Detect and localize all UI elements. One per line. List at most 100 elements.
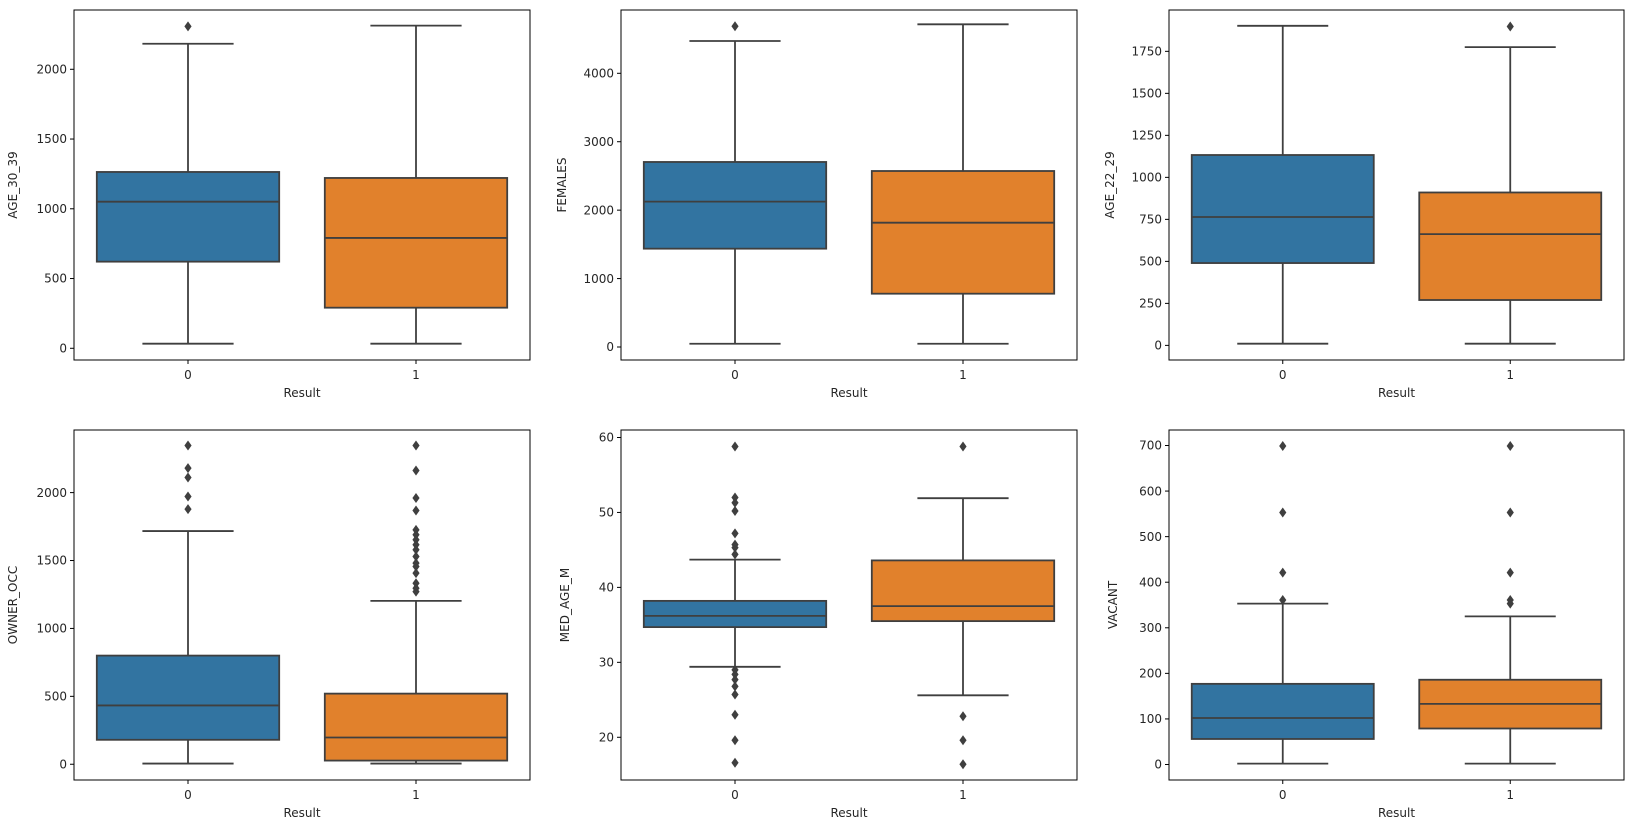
- y-tick-label: 200: [1139, 667, 1162, 681]
- y-tick-label: 500: [1139, 255, 1162, 269]
- outlier-point: [412, 586, 420, 597]
- y-axis-label: AGE_30_39: [6, 151, 20, 218]
- outlier-point: [731, 709, 739, 720]
- subplot-females: 0 1000 2000 3000 4000 0 1 Result FEMALES: [555, 9, 1078, 400]
- y-axis-label: AGE_22_29: [1103, 151, 1117, 218]
- outlier-point: [731, 689, 739, 700]
- outlier-point: [412, 534, 420, 545]
- iqr-box: [642, 599, 828, 629]
- y-tick-label: 3000: [583, 135, 614, 149]
- outlier-point: [731, 492, 739, 503]
- y-tick-label: 700: [1139, 439, 1162, 453]
- y-tick-label: 300: [1139, 621, 1162, 635]
- x-tick-label: 1: [1506, 788, 1514, 802]
- y-tick-label: 0: [59, 757, 67, 771]
- x-tick-label: 0: [731, 368, 739, 382]
- x-tick-label: 1: [959, 788, 967, 802]
- x-tick-label: 0: [1279, 788, 1287, 802]
- y-tick-label: 20: [599, 730, 614, 744]
- box-0: [642, 441, 828, 768]
- y-tick-label: 500: [44, 272, 67, 286]
- outlier-point: [731, 674, 739, 685]
- y-tick-label: 60: [599, 431, 614, 445]
- x-tick-label: 1: [412, 368, 420, 382]
- x-tick-label: 0: [184, 368, 192, 382]
- y-axis-label: MED_AGE_M: [558, 568, 572, 642]
- x-tick-label: 0: [731, 788, 739, 802]
- y-tick-label: 0: [606, 340, 614, 354]
- outlier-point: [184, 463, 192, 474]
- outlier-point: [184, 440, 192, 451]
- subplot-med-age-m: 20 30 40 50 60 0 1 Result MED_AGE_M: [558, 429, 1078, 820]
- x-tick-label: 1: [412, 788, 420, 802]
- outlier-point: [731, 669, 739, 680]
- outlier-point: [1506, 598, 1514, 609]
- outlier-point: [412, 440, 420, 451]
- x-axis-label: Result: [830, 386, 867, 400]
- x-axis-label: Result: [283, 806, 320, 820]
- x-tick-label: 0: [184, 788, 192, 802]
- outlier-point: [1506, 567, 1514, 578]
- subplot-age-22-29: 0 250 500 750 1000 1250 1500 1750 0 1 Result AGE_22…: [1103, 9, 1625, 400]
- iqr-box: [95, 171, 281, 263]
- iqr-box: [323, 177, 509, 309]
- y-tick-label: 30: [599, 656, 614, 670]
- outlier-point: [412, 544, 420, 555]
- iqr-box: [1418, 191, 1603, 301]
- outlier-point: [959, 735, 967, 746]
- subplot-vacant: 0 100 200 300 400 500 600 700 0 1 Result VACANT: [1106, 429, 1625, 820]
- outlier-point: [184, 491, 192, 502]
- y-tick-label: 0: [59, 341, 67, 355]
- y-tick-label: 750: [1139, 213, 1162, 227]
- iqr-box: [95, 654, 281, 741]
- axes-frame: [1168, 429, 1625, 781]
- x-axis-label: Result: [283, 386, 320, 400]
- outlier-point: [731, 441, 739, 452]
- outlier-point: [731, 681, 739, 692]
- outlier-point: [1279, 507, 1287, 518]
- outlier-point: [731, 497, 739, 508]
- y-tick-label: 1500: [36, 554, 67, 568]
- outlier-point: [412, 505, 420, 516]
- x-axis-label: Result: [1378, 806, 1415, 820]
- y-tick-label: 4000: [583, 66, 614, 80]
- y-tick-label: 1000: [583, 272, 614, 286]
- y-tick-label: 40: [599, 581, 614, 595]
- outlier-point: [731, 549, 739, 560]
- axes-frame: [73, 9, 531, 361]
- y-tick-label: 1750: [1131, 45, 1162, 59]
- axes-frame: [73, 429, 531, 781]
- box-0: [95, 440, 281, 765]
- y-tick-label: 400: [1139, 575, 1162, 589]
- outlier-point: [412, 561, 420, 572]
- outlier-point: [731, 528, 739, 539]
- box-1: [870, 441, 1056, 770]
- outlier-point: [1279, 594, 1287, 605]
- outlier-point: [184, 472, 192, 483]
- subplot-age-30-39: 0 500 1000 1500 2000 0 1 Result AGE_30_39: [6, 9, 531, 400]
- outlier-point: [959, 759, 967, 770]
- y-tick-label: 2000: [36, 62, 67, 76]
- outlier-point: [412, 465, 420, 476]
- y-tick-label: 600: [1139, 484, 1162, 498]
- outlier-point: [1506, 440, 1514, 451]
- y-tick-label: 1000: [36, 202, 67, 216]
- outlier-point: [184, 21, 192, 32]
- outlier-point: [412, 493, 420, 504]
- iqr-box: [870, 559, 1056, 623]
- iqr-box: [1190, 682, 1375, 740]
- y-axis-label: FEMALES: [555, 158, 569, 213]
- y-tick-label: 500: [44, 690, 67, 704]
- outlier-point: [731, 735, 739, 746]
- x-tick-label: 1: [959, 368, 967, 382]
- outlier-point: [1506, 21, 1514, 32]
- y-tick-label: 0: [1154, 758, 1162, 772]
- y-tick-label: 1500: [1131, 87, 1162, 101]
- y-tick-label: 250: [1139, 297, 1162, 311]
- box-0: [642, 21, 828, 345]
- outlier-point: [412, 578, 420, 589]
- outlier-point: [731, 757, 739, 768]
- y-tick-label: 1250: [1131, 129, 1162, 143]
- outlier-point: [1279, 567, 1287, 578]
- box-1: [1418, 21, 1603, 345]
